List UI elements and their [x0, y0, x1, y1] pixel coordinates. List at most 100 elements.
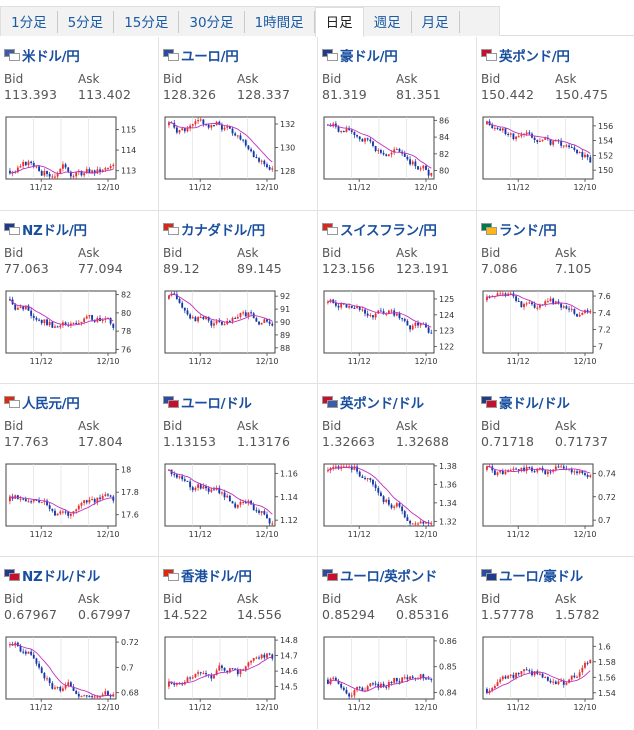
candle-body	[83, 695, 86, 697]
pair-name[interactable]: ユーロ/ドル	[181, 396, 252, 412]
rate-card[interactable]: スイスフラン/円 Bid Ask 123.156 123.191 125 124 123 122…	[318, 211, 476, 384]
candle-body	[422, 521, 425, 524]
candle-body	[411, 523, 414, 525]
rate-card[interactable]: 香港ドル/円 Bid Ask 14.522 14.556 14.8 14.7 14.6 14.5…	[159, 557, 317, 730]
tab-5[interactable]: 日足	[314, 7, 364, 37]
candle-body	[425, 678, 427, 680]
candle-body	[334, 303, 337, 306]
rate-card[interactable]: ユーロ/豪ドル Bid Ask 1.57778 1.5782 1.6 1.58 1.56 1.5…	[477, 557, 634, 730]
pair-name[interactable]: 豪ドル/円	[340, 49, 398, 65]
candle-body	[252, 504, 255, 511]
candle-body	[348, 305, 351, 308]
pair-title[interactable]: 英ポンド/ドル	[322, 392, 424, 412]
candle-body	[409, 159, 412, 165]
candle-body	[340, 303, 343, 308]
x-tick-label: 12/10	[255, 703, 278, 712]
tab-2[interactable]: 15分足	[114, 11, 180, 33]
candle-body	[194, 121, 197, 125]
bid-value: 0.85294	[322, 607, 376, 622]
candle-body	[528, 132, 531, 134]
pair-title[interactable]: 香港ドル/円	[163, 565, 252, 585]
tab-6[interactable]: 週足	[364, 11, 412, 33]
rate-card[interactable]: 米ドル/円 Bid Ask 113.393 113.402 115 114 113 11/12 1…	[0, 37, 158, 210]
tab-1[interactable]: 5分足	[58, 11, 115, 33]
pair-title[interactable]: ランド/円	[481, 219, 557, 239]
candle-body	[258, 158, 260, 162]
candle-body	[271, 654, 274, 659]
rate-card[interactable]: 英ポンド/円 Bid Ask 150.442 150.475 156 154 152 150 11…	[477, 37, 634, 210]
rate-card[interactable]: ユーロ/円 Bid Ask 128.326 128.337 132 130 128 11/12 1…	[159, 37, 317, 210]
candlestick-chart: 132 130 128 11/12 12/10	[164, 116, 295, 192]
candle-body	[80, 502, 83, 506]
rate-card[interactable]: ランド/円 Bid Ask 7.086 7.105 7.6 7.4 7.2 7 11/12 12/1…	[477, 211, 634, 384]
pair-name[interactable]: 人民元/円	[22, 396, 80, 412]
bid-value: 89.12	[163, 261, 200, 276]
candle-body	[557, 466, 560, 468]
rate-card[interactable]: 英ポンド/ドル Bid Ask 1.32663 1.32688 1.38 1.36 1.34 1…	[318, 384, 476, 557]
pair-title[interactable]: ユーロ/ドル	[163, 392, 252, 412]
candle-body	[183, 307, 186, 311]
pair-title[interactable]: スイスフラン/円	[322, 219, 437, 239]
tab-3[interactable]: 30分足	[179, 11, 245, 33]
pair-title[interactable]: ユーロ/英ポンド	[322, 565, 437, 585]
candle-body	[581, 667, 584, 673]
ask-value: 0.67997	[78, 607, 132, 622]
x-tick-label: 11/12	[189, 357, 212, 366]
candle-body	[263, 319, 266, 323]
pair-title[interactable]: 豪ドル/円	[322, 45, 398, 65]
rate-card[interactable]: ユーロ/ドル Bid Ask 1.13153 1.13176 1.16 1.14 1.12 11…	[159, 384, 317, 557]
candle-body	[239, 312, 242, 317]
pair-name[interactable]: ユーロ/英ポンド	[340, 569, 438, 585]
rate-card[interactable]: ユーロ/英ポンド Bid Ask 0.85294 0.85316 0.86 0.85 0.84…	[318, 557, 476, 730]
rate-grid: 米ドル/円 Bid Ask 113.393 113.402 115 114 113 11/12 1…	[0, 37, 634, 729]
candle-body	[398, 313, 401, 319]
pair-title[interactable]: 米ドル/円	[4, 45, 80, 65]
pair-name[interactable]: 米ドル/円	[22, 49, 80, 65]
pair-name[interactable]: ユーロ/円	[181, 49, 239, 65]
pair-name[interactable]: ランド/円	[499, 223, 557, 239]
candle-body	[520, 301, 523, 308]
candle-body	[417, 523, 419, 525]
pair-name[interactable]: 香港ドル/円	[181, 569, 252, 585]
rate-card[interactable]: NZドル/円 Bid Ask 77.063 77.094 82 80 78 76 11/12 12/…	[0, 211, 158, 384]
rate-card[interactable]: 豪ドル/円 Bid Ask 81.319 81.351 86 84 82 80 11/12 12/1…	[318, 37, 476, 210]
candle-body	[578, 314, 581, 317]
pair-title[interactable]: NZドル/ドル	[4, 565, 100, 585]
candle-body	[252, 151, 255, 158]
rate-card[interactable]: 人民元/円 Bid Ask 17.763 17.804 18 17.8 17.6 11/12 12…	[0, 384, 158, 557]
candle-body	[361, 476, 364, 478]
tab-0[interactable]: 1分足	[1, 11, 58, 33]
candle-body	[382, 311, 385, 315]
pair-name[interactable]: カナダドル/円	[181, 223, 265, 239]
y-tick-label: 124	[439, 311, 454, 320]
candle-body	[560, 303, 563, 308]
rate-card[interactable]: カナダドル/円 Bid Ask 89.12 89.145 92 91 90 89 88 11/12 1…	[159, 211, 317, 384]
pair-name[interactable]: 英ポンド/円	[499, 49, 570, 65]
ask-label: Ask	[396, 72, 418, 86]
pair-name[interactable]: スイスフラン/円	[340, 223, 437, 239]
pair-title[interactable]: カナダドル/円	[163, 219, 265, 239]
candle-body	[504, 472, 507, 475]
pair-title[interactable]: 豪ドル/ドル	[481, 392, 570, 412]
candle-body	[24, 499, 27, 502]
pair-name[interactable]: ユーロ/豪ドル	[499, 569, 583, 585]
pair-title[interactable]: ユーロ/円	[163, 45, 239, 65]
tab-7[interactable]: 月足	[412, 11, 460, 33]
pair-name[interactable]: 英ポンド/ドル	[340, 396, 424, 412]
pair-title[interactable]: 人民元/円	[4, 392, 80, 412]
pair-name[interactable]: 豪ドル/ドル	[499, 396, 570, 412]
rate-card[interactable]: 豪ドル/ドル Bid Ask 0.71718 0.71737 0.74 0.72 0.7 11/…	[477, 384, 634, 557]
candle-body	[88, 696, 91, 698]
pair-title[interactable]: NZドル/円	[4, 219, 87, 239]
candle-body	[99, 497, 101, 499]
bid-value: 0.71718	[481, 434, 535, 449]
y-tick-label: 0.7	[598, 516, 611, 525]
candle-body	[372, 141, 374, 146]
pair-name[interactable]: NZドル/円	[22, 223, 87, 239]
pair-title[interactable]: 英ポンド/円	[481, 45, 570, 65]
candle-body	[334, 677, 337, 682]
rate-card[interactable]: NZドル/ドル Bid Ask 0.67967 0.67997 0.72 0.7 0.68 11…	[0, 557, 158, 730]
pair-title[interactable]: ユーロ/豪ドル	[481, 565, 583, 585]
tab-4[interactable]: 1時間足	[245, 11, 315, 33]
pair-name[interactable]: NZドル/ドル	[22, 569, 100, 585]
